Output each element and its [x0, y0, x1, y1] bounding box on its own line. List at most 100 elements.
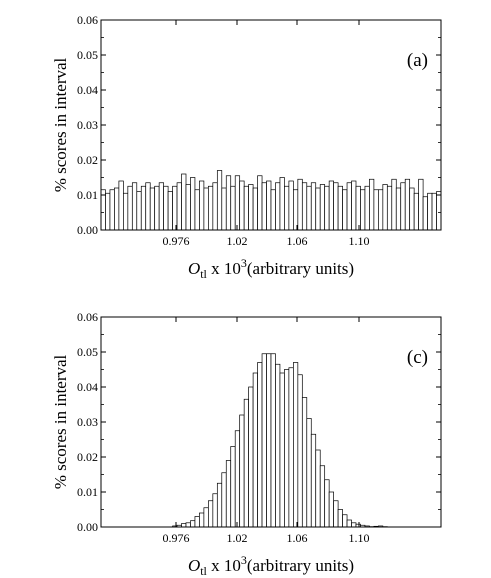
histogram-bar [284, 369, 290, 528]
histogram-bar [409, 187, 415, 231]
x-label-subscript: tl [200, 267, 207, 281]
histogram-bar [337, 509, 343, 528]
histogram-bar [301, 182, 308, 231]
y-tick-label: 0.05 [77, 345, 98, 359]
histogram-bar [105, 192, 111, 231]
histogram-bar [324, 185, 330, 231]
histogram-bar [172, 185, 178, 231]
histogram-bar [319, 184, 326, 231]
histogram-bar [248, 386, 254, 528]
histogram-bar [136, 191, 142, 231]
panel-label: (a) [407, 50, 428, 71]
histogram-bar [176, 182, 182, 231]
y-tick-label: 0.04 [77, 380, 98, 394]
histogram-bar [234, 175, 241, 231]
histogram-bar [199, 512, 205, 528]
y-tick-label: 0.05 [77, 48, 98, 62]
histogram-bar [163, 185, 169, 231]
histogram-bar [310, 182, 317, 231]
x-tick-label: 0.976 [163, 531, 190, 545]
histogram-bar [360, 189, 366, 231]
y-tick-label: 0.01 [77, 485, 98, 499]
histogram-bar [413, 192, 419, 231]
x-label-subscript: tl [200, 564, 207, 578]
histogram-bar [351, 522, 357, 528]
histogram-bar [230, 185, 236, 231]
histogram-bar [100, 189, 106, 231]
histogram-bar [266, 353, 272, 528]
y-tick-label: 0.02 [77, 153, 98, 167]
histogram-bar [114, 187, 120, 231]
histogram-bar [333, 500, 339, 528]
histogram-bar [266, 180, 272, 231]
x-tick-label: 1.02 [227, 531, 248, 545]
histogram-bar [190, 177, 196, 231]
y-tick-label: 0.03 [77, 118, 98, 132]
histogram-bar [234, 430, 241, 528]
histogram-bar [212, 493, 218, 528]
histogram-bar [270, 353, 276, 528]
histogram-bar [337, 185, 343, 231]
histogram-bar [351, 180, 357, 231]
histogram-bar [123, 192, 129, 231]
histogram-bar [404, 178, 411, 231]
y-tick-label: 0.06 [77, 310, 98, 324]
histogram-bar [342, 189, 348, 231]
histogram-bar [328, 180, 334, 231]
y-tick-label: 0.01 [77, 188, 98, 202]
y-axis-label: % scores in interval [51, 57, 70, 192]
histogram-bar [194, 516, 200, 528]
y-tick-label: 0.03 [77, 415, 98, 429]
x-tick-label: 1.10 [349, 234, 370, 248]
histogram-bar [279, 177, 285, 231]
x-axis-label: Otl x 103(arbitrary units) [188, 256, 354, 281]
histogram-bar [315, 187, 321, 231]
y-tick-label: 0.04 [77, 83, 98, 97]
histogram-bar [252, 372, 258, 528]
histogram-bar [346, 182, 352, 231]
histogram-bar [203, 507, 209, 528]
histogram-bar [216, 170, 223, 231]
histogram-bar [297, 178, 303, 231]
x-label-symbol: O [188, 259, 200, 278]
x-axis-label: Otl x 103(arbitrary units) [188, 553, 354, 578]
histogram-bar [257, 175, 263, 231]
x-tick-label: 1.02 [227, 234, 248, 248]
histogram-bar [427, 192, 433, 231]
histogram-bar [275, 363, 281, 528]
x-tick-label: 1.06 [287, 531, 308, 545]
y-axis-label: % scores in interval [51, 354, 70, 489]
histogram-bar [225, 175, 232, 231]
y-tick-label: 0.02 [77, 450, 98, 464]
histogram-bar [284, 185, 290, 231]
histogram-bar [185, 184, 191, 231]
histogram-bar [203, 187, 209, 231]
histogram-bar [333, 182, 339, 231]
histogram-bar [369, 178, 375, 231]
histogram-bar [181, 173, 187, 231]
x-label-superscript: 3 [241, 256, 247, 270]
histogram-bar [306, 185, 312, 231]
histogram-bar [181, 523, 187, 528]
histogram-bar [190, 520, 196, 528]
histogram-bar [118, 180, 124, 231]
x-label-unit: (arbitrary units) [247, 556, 354, 575]
x-label-symbol: O [188, 556, 200, 575]
histogram-bar [293, 189, 299, 231]
x-label-mid: x 10 [207, 556, 241, 575]
histogram-bar [328, 491, 334, 528]
histogram-bar [257, 362, 263, 528]
y-tick-label: 0.00 [77, 223, 98, 237]
histogram-bar [208, 185, 214, 231]
histogram-bar [373, 189, 379, 231]
histogram-bar [297, 374, 303, 528]
histogram-bar [436, 191, 442, 231]
histogram-bar [386, 185, 393, 231]
histogram-bar [225, 460, 232, 528]
histogram-bar [306, 418, 312, 528]
histogram-bar [140, 185, 147, 231]
histogram-bar [185, 522, 191, 528]
histogram-bar [252, 187, 258, 231]
histogram-bar [145, 182, 151, 231]
